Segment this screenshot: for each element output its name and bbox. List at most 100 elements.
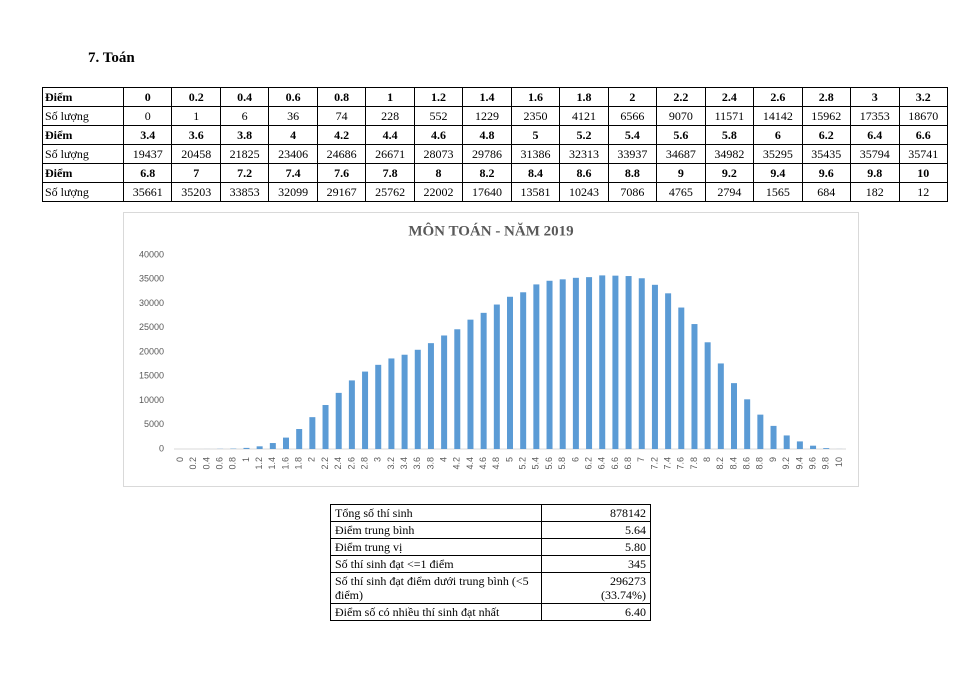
x-tick-label: 5.8 — [557, 457, 567, 470]
score-cell: 7.4 — [268, 163, 318, 183]
y-tick-label: 30000 — [139, 298, 164, 308]
score-cell: 2.6 — [753, 87, 803, 107]
count-cell: 1229 — [462, 106, 512, 126]
count-cell: 552 — [413, 106, 464, 126]
x-tick-label: 6 — [570, 457, 580, 462]
count-cell: 9070 — [656, 106, 706, 126]
count-cell: 11571 — [704, 106, 755, 126]
bar — [335, 392, 342, 449]
row-label: Số lượng — [42, 182, 124, 202]
y-tick-label: 5000 — [144, 419, 164, 429]
x-tick-label: 2.8 — [359, 457, 369, 470]
count-cell: 22002 — [413, 182, 464, 202]
chart-box: MÔN TOÁN - NĂM 2019 0 5000 10000 15000 20000… — [123, 212, 859, 487]
x-tick-label: 8.4 — [728, 457, 738, 470]
score-row: Điểm 3.4 3.6 3.8 4 4.2 4.4 4.6 4.8 5 5.2 5.4 5.6 5.8 6… — [42, 125, 948, 145]
x-tick-label: 4 — [438, 457, 448, 462]
count-cell: 10243 — [559, 182, 609, 202]
bar — [612, 275, 619, 449]
summary-row: Số thí sinh đạt điểm dưới trung bình (<5… — [330, 572, 651, 604]
x-tick-label: 9.8 — [821, 457, 831, 470]
bar — [441, 335, 448, 449]
summary-value: 296273 (33.74%) — [541, 572, 651, 604]
x-tick-label: 2.2 — [320, 457, 330, 470]
score-cell: 0.8 — [316, 87, 367, 107]
summary-value: 5.64 — [541, 521, 651, 539]
bar — [691, 324, 698, 449]
bar — [269, 443, 276, 449]
bar — [744, 399, 751, 449]
count-cell: 13581 — [510, 182, 561, 202]
x-tick-label: 6.6 — [610, 457, 620, 470]
x-tick-label: 0.6 — [214, 457, 224, 470]
score-cell: 8.2 — [462, 163, 512, 183]
x-tick-label: 0.4 — [201, 457, 211, 470]
bar — [586, 277, 593, 449]
bar — [704, 342, 711, 449]
count-cell: 15962 — [801, 106, 852, 126]
count-cell: 20458 — [171, 144, 221, 164]
count-cell: 35295 — [753, 144, 803, 164]
bar — [467, 319, 474, 449]
count-cell: 228 — [365, 106, 415, 126]
count-cell: 684 — [801, 182, 852, 202]
count-cell: 14142 — [753, 106, 803, 126]
count-cell: 32313 — [559, 144, 609, 164]
x-tick-label: 1.6 — [280, 457, 290, 470]
summary-value-line: (33.74%) — [601, 588, 646, 602]
x-tick-label: 10 — [834, 457, 844, 467]
count-cell: 182 — [850, 182, 900, 202]
score-cell: 4.4 — [365, 125, 415, 145]
summary-value: 6.40 — [541, 603, 651, 621]
bar — [480, 312, 487, 449]
summary-value-line: 878142 — [610, 506, 646, 520]
y-tick-label: 20000 — [139, 346, 164, 356]
bar — [599, 275, 606, 449]
bar — [731, 383, 737, 449]
bar — [296, 429, 303, 449]
bar — [559, 279, 566, 449]
score-cell: 5 — [510, 125, 561, 145]
score-cell: 0.4 — [219, 87, 270, 107]
bar — [520, 292, 527, 449]
row-label: Điểm — [42, 163, 124, 183]
summary-label: Tổng số thí sinh — [330, 504, 542, 522]
score-cell: 9.6 — [801, 163, 852, 183]
count-cell: 12 — [898, 182, 948, 202]
y-tick-label: 0 — [159, 443, 164, 453]
x-tick-label: 9.2 — [781, 457, 791, 470]
x-tick-label: 5 — [504, 457, 514, 462]
y-tick-label: 40000 — [139, 249, 164, 259]
bar — [810, 445, 817, 449]
score-cell: 4.2 — [316, 125, 367, 145]
summary-value: 878142 — [541, 504, 651, 522]
count-cell: 33853 — [219, 182, 270, 202]
count-cell: 4765 — [656, 182, 706, 202]
x-tick-label: 8 — [702, 457, 712, 462]
count-cell: 6 — [219, 106, 270, 126]
count-cell: 23406 — [268, 144, 318, 164]
score-cell: 2 — [607, 87, 658, 107]
x-tick-label: 4.2 — [452, 457, 462, 470]
x-tick-label: 4.4 — [465, 457, 475, 470]
score-cell: 9.4 — [753, 163, 803, 183]
x-tick-label: 4.8 — [491, 457, 501, 470]
score-cell: 6.8 — [122, 163, 173, 183]
count-cell: 4121 — [559, 106, 609, 126]
score-cell: 9.2 — [704, 163, 755, 183]
row-label: Số lượng — [42, 144, 124, 164]
summary-row: Điểm số có nhiều thí sinh đạt nhất 6.40 — [330, 603, 651, 621]
x-tick-label: 7.8 — [689, 457, 699, 470]
count-row: Số lượng 35661 35203 33853 32099 29167 25762 22… — [42, 182, 948, 202]
count-cell: 31386 — [510, 144, 561, 164]
bar — [256, 446, 263, 449]
score-cell: 7.6 — [316, 163, 367, 183]
bar — [454, 329, 461, 449]
y-tick-label: 25000 — [139, 322, 164, 332]
x-tick-label: 8.8 — [755, 457, 765, 470]
count-cell: 1 — [171, 106, 221, 126]
score-cell: 4.8 — [462, 125, 512, 145]
x-tick-label: 7.2 — [649, 457, 659, 470]
bar — [283, 437, 289, 449]
y-tick-label: 10000 — [139, 395, 164, 405]
